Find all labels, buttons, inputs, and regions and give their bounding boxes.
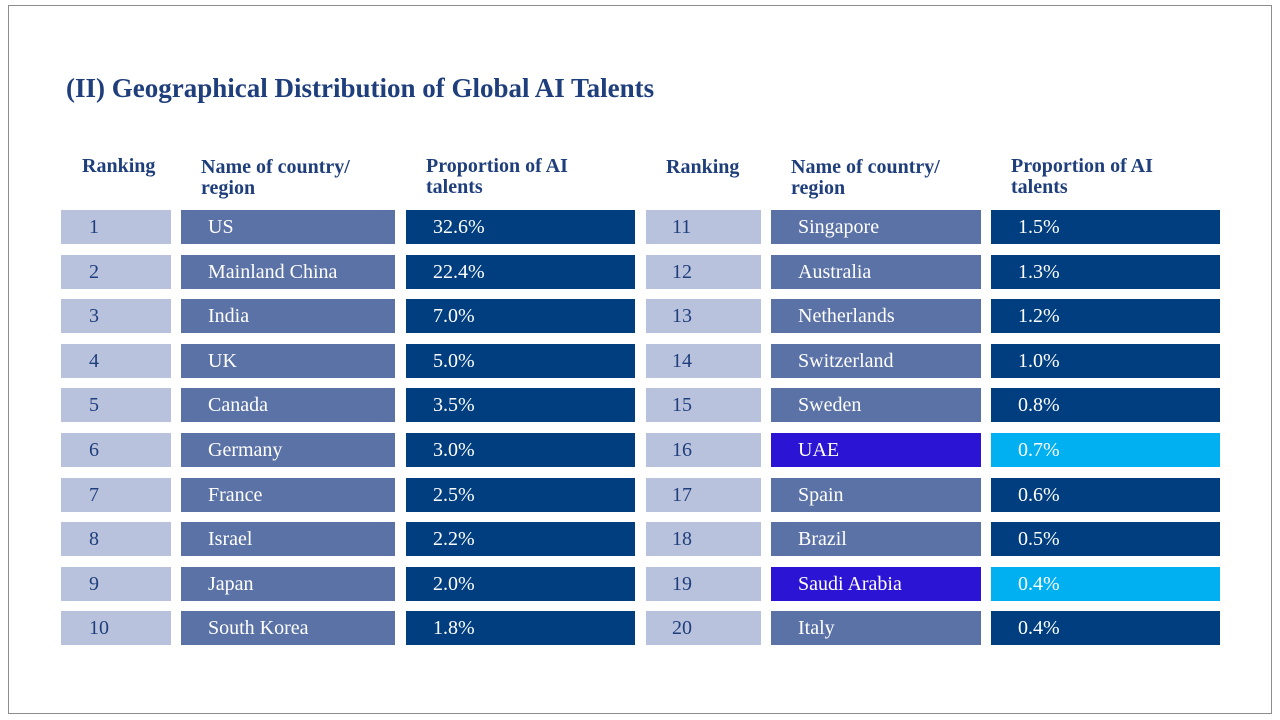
page-title: (II) Geographical Distribution of Global… — [66, 73, 655, 103]
header-ranking-left: Ranking — [82, 156, 155, 177]
rank-cell: 20 — [646, 611, 761, 645]
proportion-cell: 1.5% — [991, 210, 1220, 244]
country-name-cell: Spain — [771, 478, 981, 512]
country-name-cell: UAE — [771, 433, 981, 467]
country-name-cell: US — [181, 210, 395, 244]
country-name-cell: France — [181, 478, 395, 512]
proportion-cell: 3.5% — [406, 388, 635, 422]
country-name-cell: Mainland China — [181, 255, 395, 289]
proportion-cell: 0.5% — [991, 522, 1220, 556]
proportion-cell: 32.6% — [406, 210, 635, 244]
proportion-cell: 0.8% — [991, 388, 1220, 422]
proportion-cell: 0.4% — [991, 567, 1220, 601]
rank-cell: 6 — [61, 433, 171, 467]
rank-cell: 4 — [61, 344, 171, 378]
header-name-line1: Name of country/ — [201, 156, 350, 178]
country-name-cell: Saudi Arabia — [771, 567, 981, 601]
rank-cell: 14 — [646, 344, 761, 378]
rank-cell: 10 — [61, 611, 171, 645]
rank-cell: 9 — [61, 567, 171, 601]
proportion-cell: 2.5% — [406, 478, 635, 512]
rank-cell: 2 — [61, 255, 171, 289]
header-name-line1: Name of country/ — [791, 156, 940, 178]
proportion-cell: 2.2% — [406, 522, 635, 556]
country-name-cell: Singapore — [771, 210, 981, 244]
country-name-cell: Canada — [181, 388, 395, 422]
country-name-cell: Japan — [181, 567, 395, 601]
header-ranking-label: Ranking — [666, 156, 740, 178]
country-name-cell: South Korea — [181, 611, 395, 645]
header-proportion-line1: Proportion of AI — [426, 155, 568, 177]
rank-cell: 7 — [61, 478, 171, 512]
proportion-cell: 2.0% — [406, 567, 635, 601]
rank-cell: 13 — [646, 299, 761, 333]
rank-cell: 1 — [61, 210, 171, 244]
header-proportion-line2: talents — [426, 176, 483, 198]
country-name-cell: Italy — [771, 611, 981, 645]
rank-cell: 11 — [646, 210, 761, 244]
country-name-cell: Israel — [181, 522, 395, 556]
header-ranking-label: Ranking — [82, 155, 156, 177]
country-name-cell: India — [181, 299, 395, 333]
header-name-line2: region — [791, 177, 846, 199]
country-name-cell: Switzerland — [771, 344, 981, 378]
rank-cell: 8 — [61, 522, 171, 556]
rank-cell: 12 — [646, 255, 761, 289]
rank-cell: 5 — [61, 388, 171, 422]
proportion-cell: 3.0% — [406, 433, 635, 467]
proportion-cell: 1.2% — [991, 299, 1220, 333]
proportion-cell: 22.4% — [406, 255, 635, 289]
header-ranking-right: Ranking — [666, 157, 739, 178]
proportion-cell: 7.0% — [406, 299, 635, 333]
proportion-cell: 0.7% — [991, 433, 1220, 467]
header-proportion-right: Proportion of AI talents — [1011, 156, 1153, 198]
proportion-cell: 1.0% — [991, 344, 1220, 378]
country-name-cell: Germany — [181, 433, 395, 467]
header-proportion-left: Proportion of AI talents — [426, 156, 568, 198]
header-proportion-line1: Proportion of AI — [1011, 155, 1153, 177]
rank-cell: 3 — [61, 299, 171, 333]
country-name-cell: Netherlands — [771, 299, 981, 333]
rank-cell: 18 — [646, 522, 761, 556]
country-name-cell: Australia — [771, 255, 981, 289]
country-name-cell: Sweden — [771, 388, 981, 422]
header-name-right: Name of country/ region — [791, 157, 940, 199]
proportion-cell: 0.4% — [991, 611, 1220, 645]
header-proportion-line2: talents — [1011, 176, 1068, 198]
proportion-cell: 1.3% — [991, 255, 1220, 289]
rank-cell: 19 — [646, 567, 761, 601]
country-name-cell: Brazil — [771, 522, 981, 556]
country-name-cell: UK — [181, 344, 395, 378]
header-name-left: Name of country/ region — [201, 157, 350, 199]
header-name-line2: region — [201, 177, 256, 199]
proportion-cell: 5.0% — [406, 344, 635, 378]
rank-cell: 17 — [646, 478, 761, 512]
proportion-cell: 1.8% — [406, 611, 635, 645]
rank-cell: 15 — [646, 388, 761, 422]
proportion-cell: 0.6% — [991, 478, 1220, 512]
rank-cell: 16 — [646, 433, 761, 467]
